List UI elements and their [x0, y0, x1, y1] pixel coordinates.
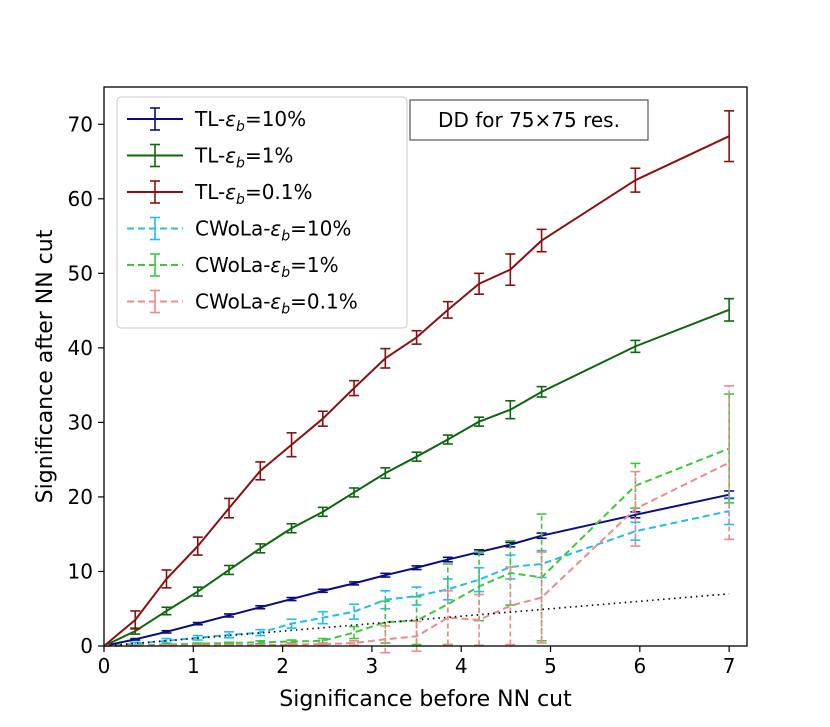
y-axis-label: Significance after NN cut: [33, 229, 58, 503]
y-tick-label: 20: [68, 485, 93, 509]
series-6: [103, 593, 730, 647]
y-tick-label: 70: [68, 112, 93, 136]
y-tick-label: 40: [68, 336, 93, 360]
series-4: [103, 393, 735, 647]
x-tick-label: 0: [98, 654, 111, 678]
y-tick-label: 30: [68, 410, 93, 434]
axes-frame: [103, 86, 748, 647]
legend-label: CWoLa-εb=0.1%: [195, 290, 358, 318]
annotation-box: DD for 75×75 res.: [409, 99, 649, 141]
x-axis-label: Significance before NN cut: [279, 687, 572, 712]
x-tick-label: 3: [366, 654, 379, 678]
y-tick-label: 0: [80, 634, 93, 658]
annotation-frame: [409, 99, 649, 141]
legend-label: TL-εb=10%: [194, 107, 306, 135]
legend-label: TL-εb=1%: [194, 144, 293, 172]
legend-frame: [116, 96, 408, 329]
annotation-text: DD for 75×75 res.: [438, 108, 620, 132]
legend-label: TL-εb=0.1%: [194, 180, 313, 208]
x-tick-label: 5: [544, 654, 557, 678]
legend: TL-εb=10% TL-εb=1% TL-εb=0.1% CWoLa-εb=10% C…: [116, 96, 408, 329]
x-tick-label: 6: [633, 654, 646, 678]
y-tick-label: 60: [68, 187, 93, 211]
legend-label: CWoLa-εb=10%: [195, 217, 351, 245]
legend-label: CWoLa-εb=1%: [195, 253, 339, 281]
reference-line: [103, 593, 730, 647]
y-tick-label: 50: [68, 261, 93, 285]
series-line: [103, 461, 730, 647]
series-line: [103, 447, 730, 647]
series-0: [103, 490, 735, 647]
x-tick-label: 7: [723, 654, 736, 678]
x-tick-label: 1: [187, 654, 200, 678]
series-5: [103, 385, 735, 654]
y-tick-label: 10: [68, 559, 93, 583]
plot-area: [103, 110, 735, 654]
series-1: [103, 297, 735, 647]
series-2: [103, 110, 735, 647]
x-tick-label: 2: [276, 654, 289, 678]
x-tick-label: 4: [455, 654, 468, 678]
